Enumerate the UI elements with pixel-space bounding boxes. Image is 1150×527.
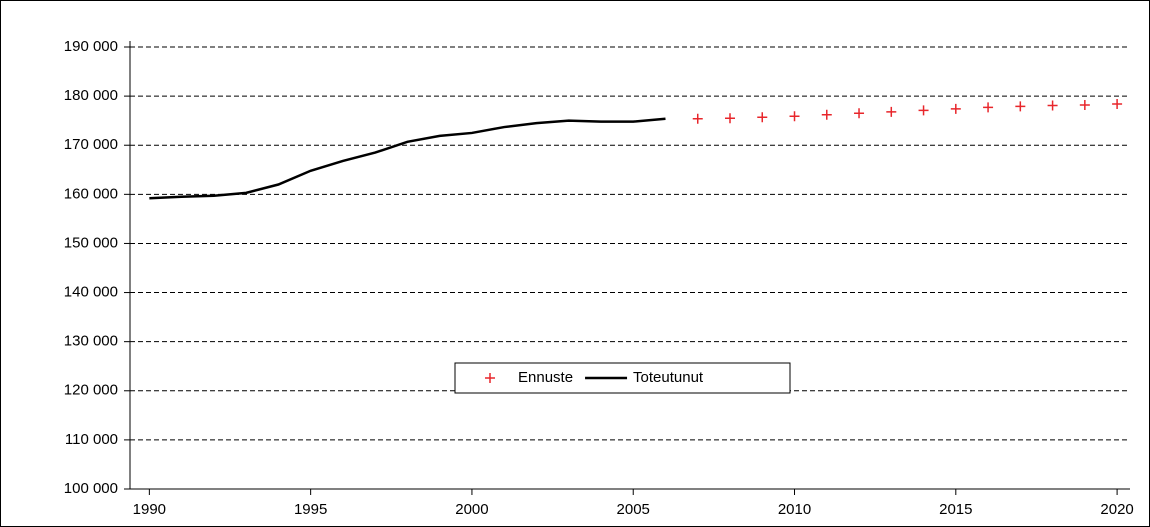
x-tick-label: 1990 [133,501,166,518]
marker [789,111,800,122]
marker [1079,99,1090,110]
x-tick-label: 2010 [778,501,811,518]
y-tick-label: 160 000 [64,185,118,202]
marker [1112,98,1123,109]
x-tick-label: 2015 [939,501,972,518]
legend-label: Ennuste [518,369,573,386]
x-tick-label: 2000 [455,501,488,518]
y-tick-label: 140 000 [64,284,118,301]
line-series [149,117,666,200]
marker [1015,101,1026,112]
y-tick-label: 130 000 [64,333,118,350]
y-tick-label: 180 000 [64,87,118,104]
x-tick-label: 1995 [294,501,327,518]
x-tick-label: 2005 [617,501,650,518]
legend-label: Toteutunut [633,369,704,386]
y-tick-label: 190 000 [64,38,118,55]
marker [886,106,897,117]
y-tick-label: 170 000 [64,136,118,153]
y-tick-label: 120 000 [64,382,118,399]
y-tick-label: 150 000 [64,234,118,251]
marker [485,373,495,383]
marker [1047,100,1058,111]
marker [983,102,994,113]
marker [918,105,929,116]
marker [821,109,832,120]
marker [757,112,768,123]
y-tick-label: 100 000 [64,480,118,497]
marker [950,103,961,114]
marker [854,108,865,119]
marker [692,113,703,124]
x-tick-label: 2020 [1100,501,1133,518]
y-tick-label: 110 000 [65,431,118,448]
marker [725,113,735,124]
